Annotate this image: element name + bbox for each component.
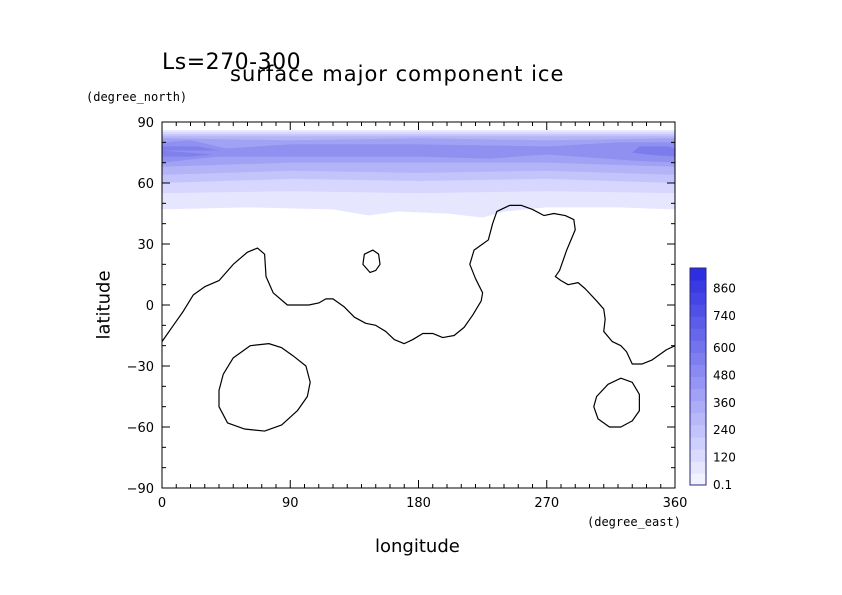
colorbar-tick-label: 240 — [713, 423, 736, 437]
colorbar-swatch — [690, 412, 706, 426]
ice-band-5 — [162, 140, 675, 163]
axis-ticks — [161, 121, 676, 489]
colorbar-swatch — [690, 448, 706, 462]
x-tick-label: 180 — [406, 496, 431, 511]
x-axis-unit: (degree_east) — [587, 515, 681, 529]
colorbar-tick-label: 740 — [713, 309, 736, 323]
y-tick-label: −90 — [127, 482, 154, 497]
x-tick-label: 90 — [282, 496, 299, 511]
colorbar: 0.1 120 240 360 480 600 740 860 — [689, 267, 736, 492]
colorbar-tick-label: 0.1 — [713, 478, 732, 492]
x-axis-label: longitude — [375, 536, 460, 557]
colorbar-swatch — [690, 472, 706, 486]
ice-band-7 — [632, 146, 675, 157]
colorbar-swatch — [690, 388, 706, 402]
colorbar-tick-label: 600 — [713, 341, 736, 355]
coastline-main — [162, 204, 675, 365]
y-tick-label: −30 — [127, 360, 154, 375]
colorbar-swatch — [690, 304, 706, 317]
x-tick-label: 0 — [158, 496, 166, 511]
colorbar-swatch — [690, 352, 706, 365]
y-axis-unit: (degree_north) — [86, 90, 188, 104]
ice-contour-fill — [162, 130, 675, 218]
y-axis-label: latitude — [93, 270, 115, 340]
colorbar-swatch — [690, 376, 706, 390]
colorbar-swatch — [690, 316, 706, 329]
coastline-basin-west — [218, 343, 311, 432]
colorbar-swatch — [690, 460, 706, 474]
x-tick-label: 270 — [534, 496, 559, 511]
x-tick-labels: 0 90 180 270 360 — [158, 496, 688, 511]
y-tick-label: 90 — [137, 116, 154, 131]
colorbar-swatch — [690, 340, 706, 353]
colorbar-tick-label: 360 — [713, 396, 736, 410]
colorbar-swatch — [690, 328, 706, 341]
colorbar-tick-label: 120 — [713, 451, 736, 465]
colorbar-tick-label: 860 — [713, 282, 736, 296]
colorbar-swatch — [690, 268, 706, 281]
ice-band-6 — [162, 146, 219, 157]
colorbar-swatch — [690, 280, 706, 293]
colorbar-frame — [689, 267, 707, 486]
y-tick-label: 30 — [137, 238, 154, 253]
coastline-island-north — [362, 249, 381, 274]
y-tick-labels: 90 60 30 0 −30 −60 −90 — [127, 116, 154, 497]
x-tick-label: 360 — [663, 496, 688, 511]
y-tick-label: 0 — [146, 299, 154, 314]
colorbar-swatch — [690, 424, 706, 438]
colorbar-tick-label: 480 — [713, 368, 736, 382]
colorbar-swatch — [690, 364, 706, 377]
colorbar-swatch — [690, 436, 706, 450]
y-tick-label: 60 — [137, 177, 154, 192]
colorbar-swatch — [690, 292, 706, 305]
y-tick-label: −60 — [127, 421, 154, 436]
coastline-basin-east — [593, 377, 640, 428]
colorbar-swatch — [690, 400, 706, 414]
chart-title: surface major component ice — [230, 62, 565, 86]
period-label: Ls=270-300 — [162, 50, 302, 75]
coastline-contours — [162, 204, 675, 432]
